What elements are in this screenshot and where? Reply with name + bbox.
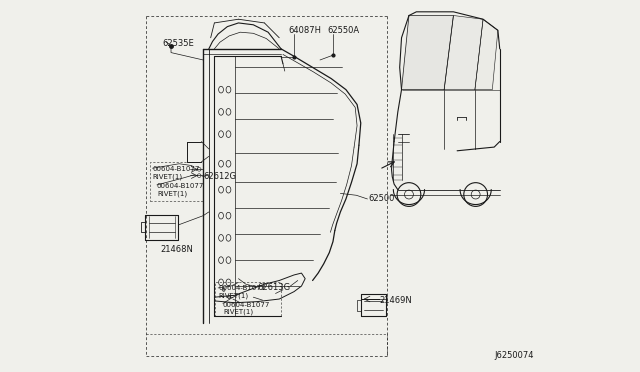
Polygon shape xyxy=(444,16,483,90)
Text: 62612G: 62612G xyxy=(204,172,236,181)
Text: RIVET(1): RIVET(1) xyxy=(152,173,182,180)
Text: 62613G: 62613G xyxy=(257,283,290,292)
Text: J6250074: J6250074 xyxy=(494,351,534,360)
Text: 21469N: 21469N xyxy=(380,296,412,305)
Text: 00604-B1077: 00604-B1077 xyxy=(152,166,200,172)
Text: 62500: 62500 xyxy=(368,195,394,203)
Text: 21468N: 21468N xyxy=(160,244,193,253)
Text: 62535E: 62535E xyxy=(163,39,195,48)
Text: RIVET(1): RIVET(1) xyxy=(223,309,253,315)
Text: 00604-B1077: 00604-B1077 xyxy=(218,285,266,291)
Text: 00604-B1077: 00604-B1077 xyxy=(223,302,270,308)
Text: 62550A: 62550A xyxy=(328,26,360,35)
Polygon shape xyxy=(475,19,498,90)
Text: 00604-B1077: 00604-B1077 xyxy=(157,183,204,189)
Polygon shape xyxy=(401,16,453,90)
Text: RIVET(1): RIVET(1) xyxy=(218,292,248,299)
Text: RIVET(1): RIVET(1) xyxy=(157,190,187,197)
Text: 64087H: 64087H xyxy=(289,26,321,35)
